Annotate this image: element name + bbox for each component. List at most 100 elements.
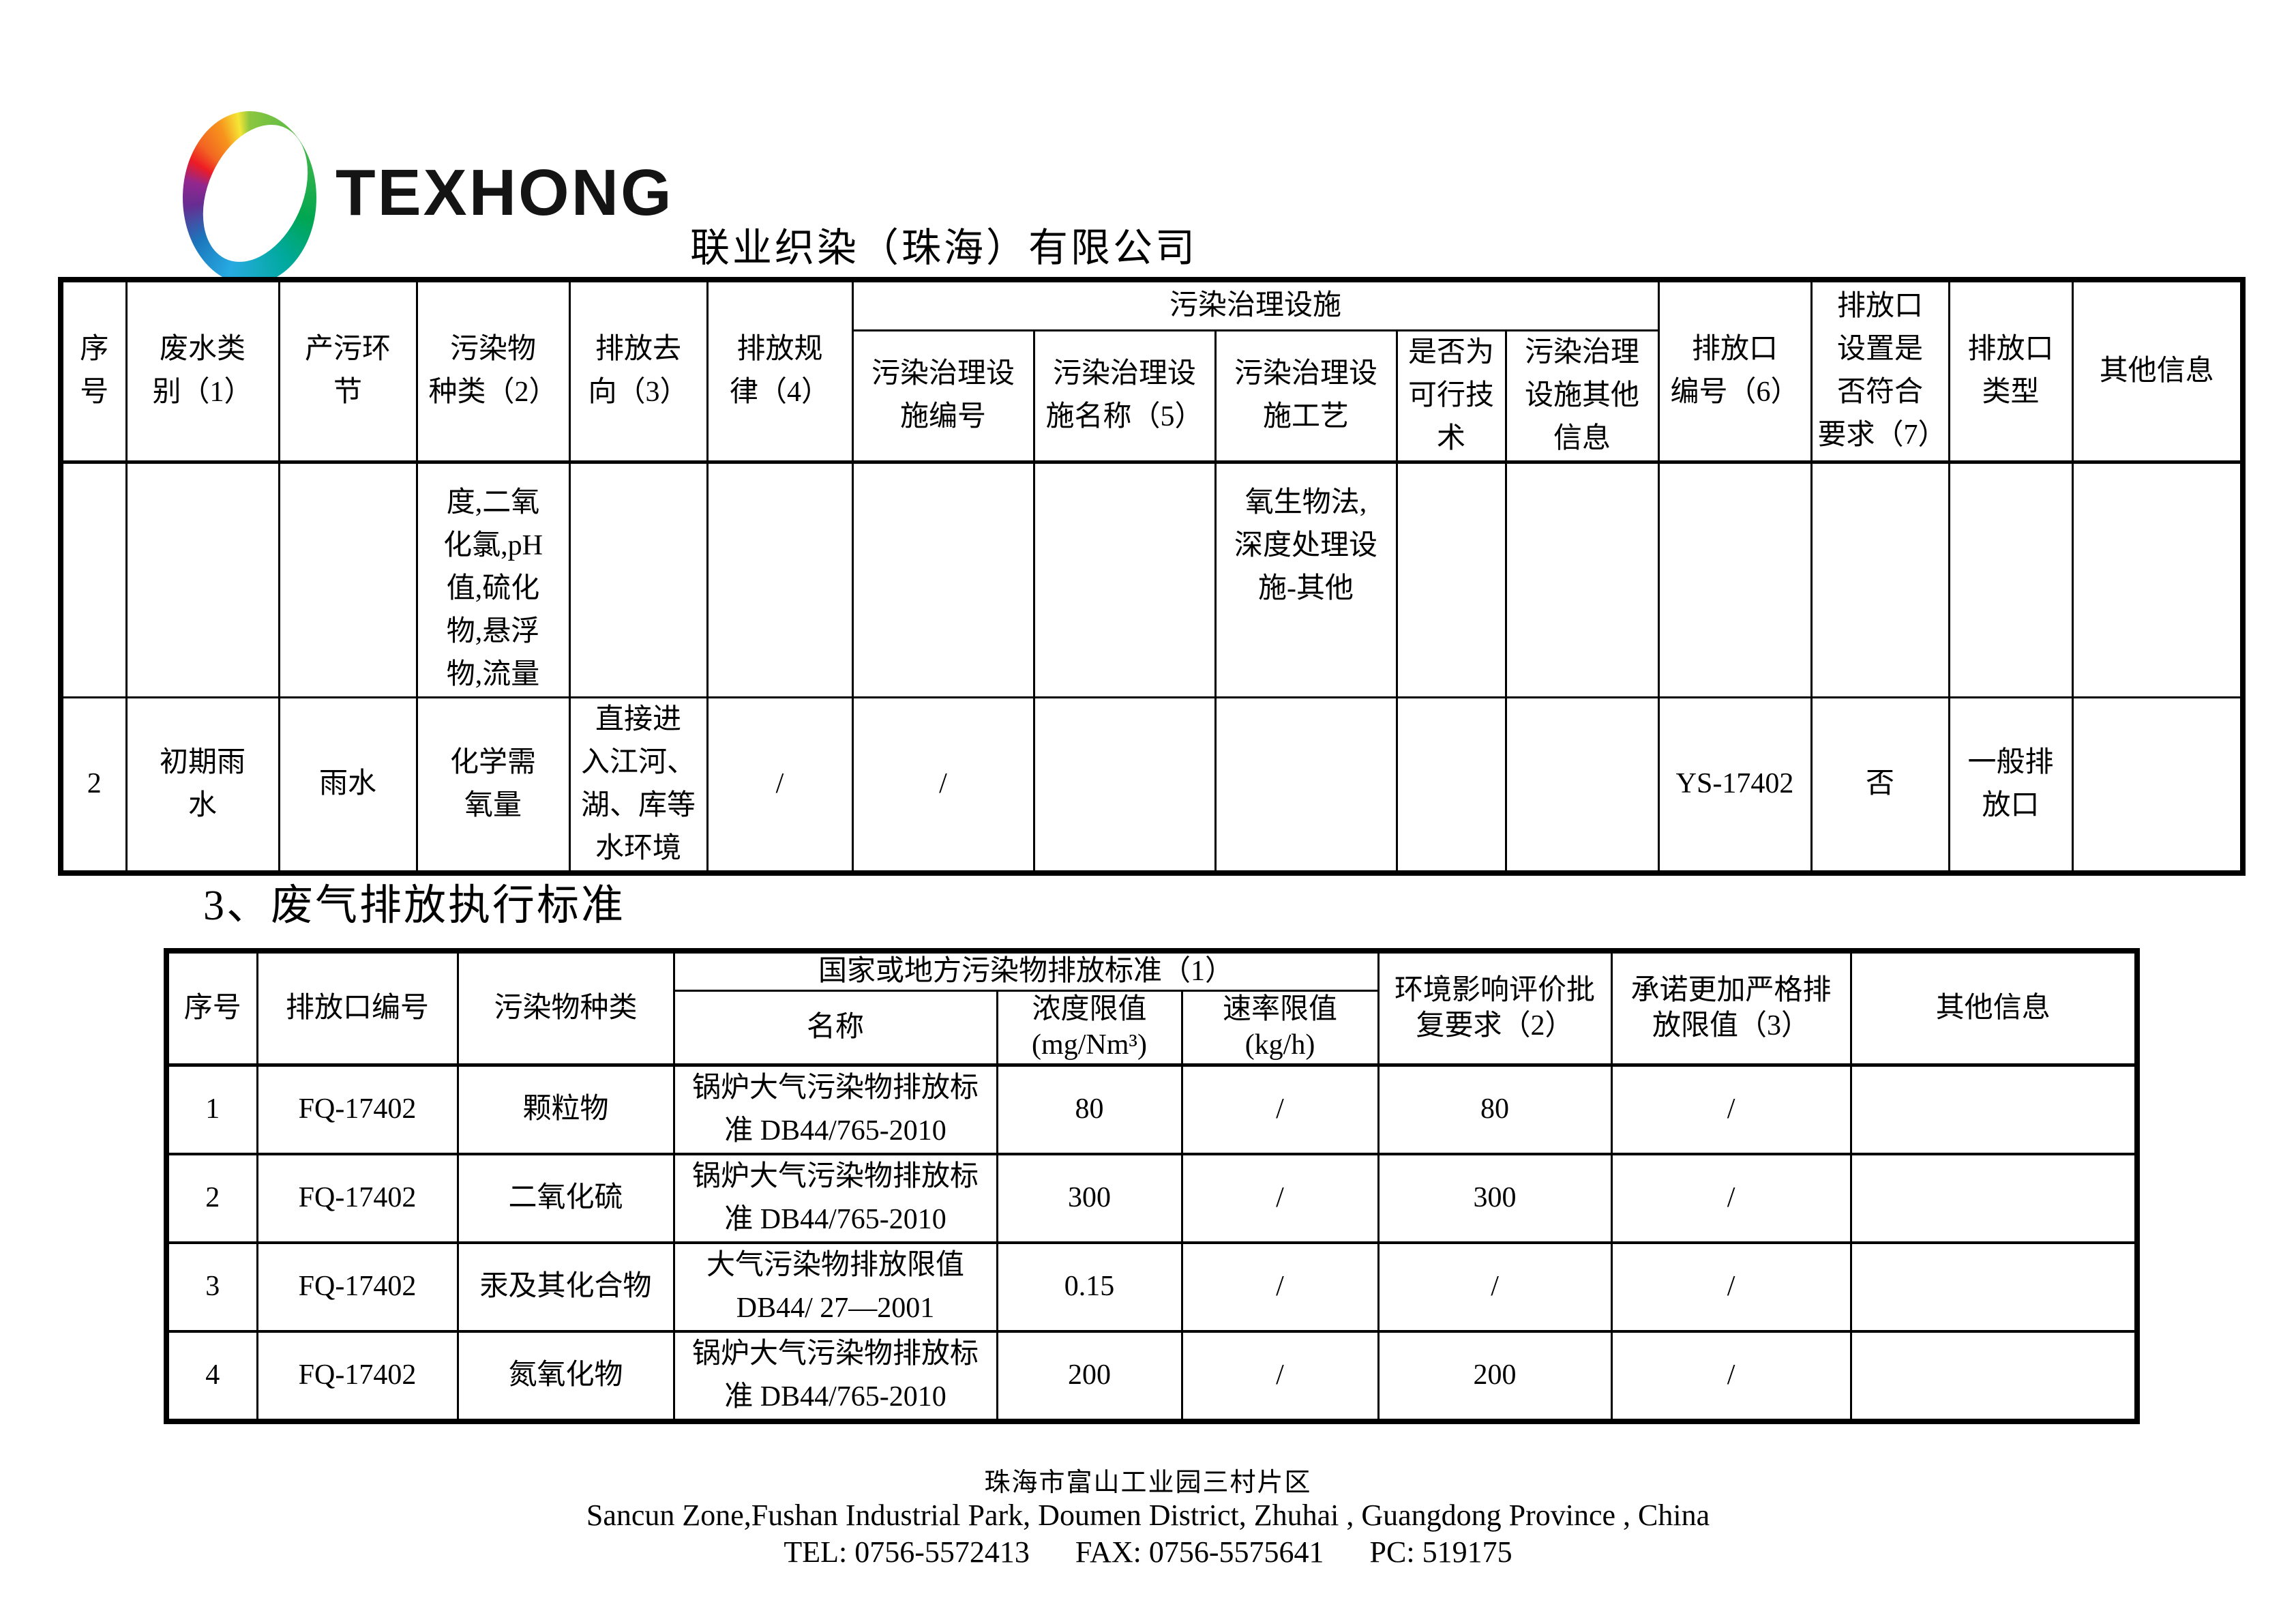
brand-wordmark: TEXHONG: [336, 156, 674, 229]
texhong-swirl-logo-icon: [183, 111, 316, 284]
column-header: 其他信息: [2071, 278, 2244, 464]
column-header: 排放口 类型: [1948, 278, 2074, 464]
company-name: 联业织染（珠海）有限公司: [690, 226, 1198, 270]
table-cell: /: [1180, 1063, 1380, 1155]
table-cell: 氧生物法, 深度处理设 施-其他: [1214, 460, 1398, 698]
table-cell: 200: [1377, 1330, 1613, 1423]
column-header: 产污环 节: [278, 278, 418, 464]
table-cell: 300: [1377, 1153, 1613, 1244]
table-cell: [1849, 1330, 2138, 1423]
table-cell: /: [1610, 1153, 1852, 1244]
table-cell: 化学需 氧量: [415, 696, 571, 874]
table-cell: 直接进 入江河、 湖、库等 水环境: [568, 696, 709, 874]
table-header-row: 序 号 废水类 别（1） 产污环 节 污染物 种类（2） 排放去 向（3） 排放…: [59, 278, 2244, 464]
column-header: 速率限值 (kg/h): [1180, 989, 1380, 1067]
footer-fax: FAX: 0756-5575641: [1075, 1535, 1324, 1569]
table-cell: 锅炉大气污染物排放标准 DB44/765-2010: [672, 1153, 998, 1244]
table-cell: 一般排 放口: [1948, 696, 2074, 874]
table-cell: 大气污染物排放限值 DB44/ 27—2001: [672, 1241, 998, 1333]
column-header: 其他信息: [1849, 949, 2138, 1067]
table-cell: [1032, 460, 1217, 698]
table-cell: [1657, 460, 1813, 698]
column-header: 排放规 律（4）: [706, 278, 854, 464]
table-cell: [1504, 696, 1660, 874]
table-cell: /: [1610, 1241, 1852, 1333]
table-row: 2 FQ-17402 二氧化硫 锅炉大气污染物排放标准 DB44/765-201…: [165, 1153, 2138, 1244]
table-cell: 0.15: [996, 1241, 1183, 1333]
table-cell: /: [1610, 1063, 1852, 1155]
table-cell: 80: [996, 1063, 1183, 1155]
table-cell: 初期雨 水: [125, 696, 280, 874]
table-cell: /: [1610, 1330, 1852, 1423]
footer-address-zh: 珠海市富山工业园三村片区: [984, 1468, 1312, 1497]
table-cell: [851, 460, 1035, 698]
column-header: 污染物 种类（2）: [415, 278, 571, 464]
table-cell: [59, 460, 128, 698]
table-row: 2 初期雨 水 雨水 化学需 氧量 直接进 入江河、 湖、库等 水环境 / / …: [59, 696, 2244, 874]
group-column-header: 国家或地方污染物排放标准（1）: [672, 949, 1380, 992]
table-cell: 80: [1377, 1063, 1613, 1155]
table-cell: [1504, 460, 1660, 698]
group-column-header: 污染治理设施: [851, 278, 1660, 331]
table-cell: 200: [996, 1330, 1183, 1423]
column-header: 序号: [165, 949, 258, 1067]
column-header: 废水类 别（1）: [125, 278, 280, 464]
column-header: 排放口 设置是 否符合 要求（7）: [1810, 278, 1950, 464]
table-subheader-row: 污染治理设 施编号 污染治理设 施名称（5） 污染治理设 施工艺 是否为 可行技…: [61, 329, 2243, 464]
wastewater-discharge-table: 序 号 废水类 别（1） 产污环 节 污染物 种类（2） 排放去 向（3） 排放…: [58, 277, 2246, 876]
table-cell: 二氧化硫: [456, 1153, 675, 1244]
table-cell: /: [851, 696, 1035, 874]
table-row: 3 FQ-17402 汞及其化合物 大气污染物排放限值 DB44/ 27—200…: [165, 1241, 2138, 1333]
table-cell: [1032, 696, 1217, 874]
table-cell: [1395, 460, 1507, 698]
table-cell: [1849, 1153, 2138, 1244]
footer-pc: PC: 519175: [1369, 1535, 1512, 1569]
table-cell: [1810, 460, 1950, 698]
table-cell: FQ-17402: [256, 1063, 459, 1155]
column-header: 污染物种类: [456, 949, 675, 1067]
table-cell: [706, 460, 854, 698]
column-header: 排放去 向（3）: [568, 278, 709, 464]
table-row: 度,二氧 化氯,pH 值,硫化 物,悬浮 物,流量 氧生物法, 深度处理设 施-…: [59, 460, 2244, 698]
table-cell: [1395, 696, 1507, 874]
table-cell: [568, 460, 709, 698]
column-header: 污染治理设 施名称（5）: [1032, 329, 1217, 464]
column-header: 污染治理设 施工艺: [1214, 329, 1398, 464]
table-cell: [2071, 696, 2244, 874]
column-header: 污染治理 设施其他 信息: [1504, 329, 1660, 464]
footer-contact-line: TEL: 0756-5572413 FAX: 0756-5575641 PC: …: [0, 1535, 2296, 1569]
table-cell: 2: [59, 696, 128, 874]
table-cell: [1849, 1241, 2138, 1333]
table-cell: 1: [165, 1063, 258, 1155]
column-header: 排放口编号: [256, 949, 459, 1067]
table-cell: 4: [165, 1330, 258, 1423]
table-cell: /: [1377, 1241, 1613, 1333]
table-cell: 锅炉大气污染物排放标准 DB44/765-2010: [672, 1063, 998, 1155]
table-row: 1 FQ-17402 颗粒物 锅炉大气污染物排放标准 DB44/765-2010…: [165, 1063, 2138, 1155]
table-cell: [1948, 460, 2074, 698]
table-subheader-row: 名称 浓度限值 (mg/Nm³) 速率限值 (kg/h): [166, 989, 2137, 1067]
table-cell: /: [1180, 1153, 1380, 1244]
table-cell: /: [1180, 1241, 1380, 1333]
footer-address-en: Sancun Zone,Fushan Industrial Park, Doum…: [586, 1498, 1710, 1532]
table-cell: 雨水: [278, 696, 418, 874]
table-header-row: 序号 排放口编号 污染物种类 国家或地方污染物排放标准（1） 环境影响评价批 复…: [165, 949, 2138, 1067]
table-cell: FQ-17402: [256, 1330, 459, 1423]
column-header: 承诺更加严格排 放限值（3）: [1610, 949, 1852, 1067]
column-header: 序 号: [59, 278, 128, 464]
column-header: 污染治理设 施编号: [851, 329, 1035, 464]
table-cell: /: [706, 696, 854, 874]
waste-gas-standards-table: 序号 排放口编号 污染物种类 国家或地方污染物排放标准（1） 环境影响评价批 复…: [164, 948, 2141, 1424]
section-heading: 3、废气排放执行标准: [203, 883, 626, 929]
table-cell: [1849, 1063, 2138, 1155]
table-cell: 2: [165, 1153, 258, 1244]
table-cell: YS-17402: [1657, 696, 1813, 874]
column-header: 是否为 可行技 术: [1395, 329, 1507, 464]
footer-tel: TEL: 0756-5572413: [784, 1535, 1030, 1569]
table-cell: 度,二氧 化氯,pH 值,硫化 物,悬浮 物,流量: [415, 460, 571, 698]
table-cell: /: [1180, 1330, 1380, 1423]
table-cell: [278, 460, 418, 698]
table-cell: [125, 460, 280, 698]
table-cell: 氮氧化物: [456, 1330, 675, 1423]
